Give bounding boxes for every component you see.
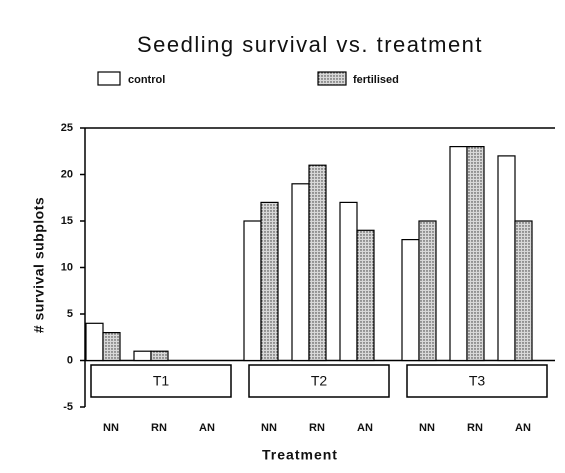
x-tick-label: RN [309,422,325,434]
legend-label: control [128,74,165,86]
chart-title: Seedling survival vs. treatment [137,32,483,57]
bar [466,146,485,362]
x-tick-label: RN [467,422,483,434]
group-label: T1 [153,373,170,389]
bar [401,239,420,362]
bar [243,220,262,362]
bar [102,332,121,362]
bar [418,220,437,362]
group-label: T2 [311,373,328,389]
y-tick-label: 10 [61,261,73,273]
y-tick-label: 5 [67,308,73,320]
group-box [248,364,390,398]
y-tick-label: 20 [61,168,73,180]
x-tick-label: NN [103,422,119,434]
bar [260,201,279,362]
x-axis-label: Treatment [262,447,338,463]
legend-swatch [97,71,121,86]
bar [150,350,169,362]
bar [133,350,152,362]
bar [449,146,468,362]
x-tick-label: NN [261,422,277,434]
x-tick-label: AN [199,422,215,434]
bar [308,164,327,362]
bar [85,322,104,362]
x-tick-label: RN [151,422,167,434]
group-box [90,364,232,398]
group-label: T3 [469,373,486,389]
legend-swatch [317,71,347,86]
bar [514,220,533,362]
bar [497,155,516,362]
legend-label: fertilised [353,74,399,86]
y-tick-label: 25 [61,122,73,134]
x-tick-label: NN [419,422,435,434]
bar [291,183,310,362]
x-tick-label: AN [357,422,373,434]
y-tick-label: 0 [67,354,73,366]
bar [339,201,358,362]
x-tick-label: AN [515,422,531,434]
group-box [406,364,548,398]
y-tick-label: 15 [61,215,73,227]
y-tick-label: -5 [63,401,73,413]
y-axis-label: # survival subplots [31,197,47,333]
bar [356,229,375,362]
